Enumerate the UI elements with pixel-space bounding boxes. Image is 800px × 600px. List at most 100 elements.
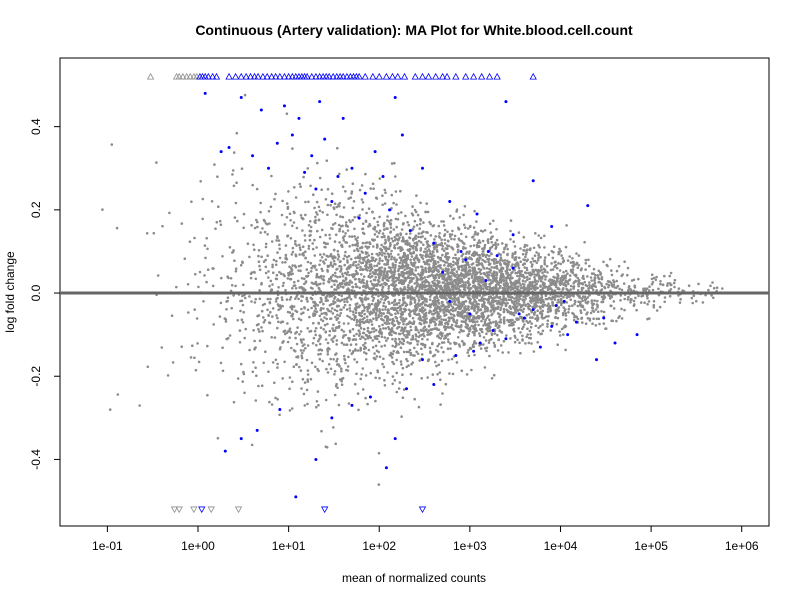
point-not-significant <box>330 279 334 282</box>
point-not-significant <box>337 403 341 407</box>
point-not-significant <box>395 390 399 394</box>
point-not-significant <box>333 222 337 225</box>
point-not-significant <box>424 270 428 274</box>
point-not-significant <box>449 347 452 350</box>
point-not-significant <box>659 282 662 286</box>
point-not-significant <box>300 354 304 358</box>
point-not-significant <box>362 321 366 324</box>
point-not-significant <box>419 249 422 252</box>
point-not-significant <box>197 285 200 289</box>
point-not-significant <box>269 279 273 283</box>
point-not-significant <box>621 273 624 276</box>
point-not-significant <box>512 283 515 286</box>
point-not-significant <box>441 259 445 263</box>
point-not-significant <box>710 294 713 297</box>
point-not-significant <box>336 275 339 279</box>
point-not-significant <box>543 285 547 288</box>
point-not-significant <box>372 286 376 290</box>
point-not-significant <box>509 288 512 292</box>
point-not-significant <box>356 242 359 245</box>
point-not-significant <box>430 252 434 256</box>
point-not-significant <box>338 229 341 233</box>
point-not-significant <box>376 299 380 302</box>
point-not-significant <box>391 239 395 243</box>
point-not-significant <box>376 220 379 224</box>
point-not-significant <box>419 247 423 250</box>
point-not-significant <box>389 269 393 272</box>
point-not-significant <box>429 234 433 237</box>
point-not-significant <box>663 300 666 304</box>
point-not-significant <box>406 248 410 252</box>
point-not-significant <box>514 263 517 267</box>
point-not-significant <box>466 272 469 276</box>
point-not-significant <box>637 277 640 281</box>
point-not-significant <box>509 238 512 241</box>
point-not-significant <box>297 317 301 321</box>
point-not-significant <box>526 327 529 331</box>
point-not-significant <box>496 333 499 337</box>
point-not-significant <box>299 269 302 273</box>
point-not-significant <box>152 231 156 235</box>
point-not-significant <box>295 342 299 346</box>
point-not-significant <box>306 369 310 372</box>
point-not-significant <box>525 248 529 251</box>
point-not-significant <box>590 279 593 282</box>
point-not-significant <box>411 288 415 291</box>
point-not-significant <box>383 336 387 339</box>
point-not-significant <box>368 303 371 306</box>
point-not-significant <box>564 284 568 288</box>
point-not-significant <box>359 320 362 324</box>
point-not-significant <box>419 241 423 244</box>
point-not-significant <box>364 396 367 400</box>
point-not-significant <box>443 242 447 245</box>
point-not-significant <box>395 327 399 330</box>
point-not-significant <box>267 313 270 317</box>
point-not-significant <box>493 262 496 265</box>
point-not-significant <box>351 310 355 314</box>
point-not-significant <box>338 205 341 208</box>
point-not-significant <box>203 244 207 247</box>
point-not-significant <box>487 276 490 280</box>
point-not-significant <box>422 270 425 273</box>
point-not-significant <box>386 219 389 222</box>
point-not-significant <box>401 337 404 341</box>
point-not-significant <box>360 245 364 249</box>
point-not-significant <box>515 297 519 300</box>
point-not-significant <box>515 281 519 285</box>
point-not-significant <box>276 316 279 320</box>
point-not-significant <box>611 319 614 323</box>
point-not-significant <box>408 348 412 352</box>
point-not-significant <box>534 317 537 321</box>
point-not-significant <box>565 224 568 227</box>
point-not-significant <box>205 280 208 284</box>
point-not-significant <box>403 333 406 337</box>
point-not-significant <box>288 409 292 412</box>
point-not-significant <box>586 300 590 304</box>
point-not-significant <box>471 268 475 272</box>
point-not-significant <box>335 305 339 308</box>
point-not-significant <box>678 301 682 304</box>
point-not-significant <box>532 350 536 353</box>
point-not-significant <box>514 311 518 314</box>
point-not-significant <box>396 277 400 280</box>
point-not-significant <box>447 358 450 362</box>
point-not-significant <box>397 267 401 271</box>
point-not-significant <box>585 312 588 316</box>
point-not-significant <box>303 277 306 281</box>
point-not-significant <box>539 310 543 314</box>
point-not-significant <box>530 272 534 276</box>
point-not-significant <box>374 357 377 361</box>
point-not-significant <box>403 276 406 280</box>
point-not-significant <box>393 235 397 239</box>
point-not-significant <box>501 242 504 245</box>
point-not-significant <box>277 320 280 324</box>
point-not-significant <box>533 304 537 307</box>
point-not-significant <box>434 323 437 327</box>
point-not-significant <box>296 279 300 283</box>
point-not-significant <box>364 374 368 377</box>
point-not-significant <box>224 320 228 323</box>
point-not-significant <box>444 382 448 386</box>
point-not-significant <box>300 387 303 390</box>
point-not-significant <box>523 243 527 247</box>
point-not-significant <box>414 266 418 269</box>
